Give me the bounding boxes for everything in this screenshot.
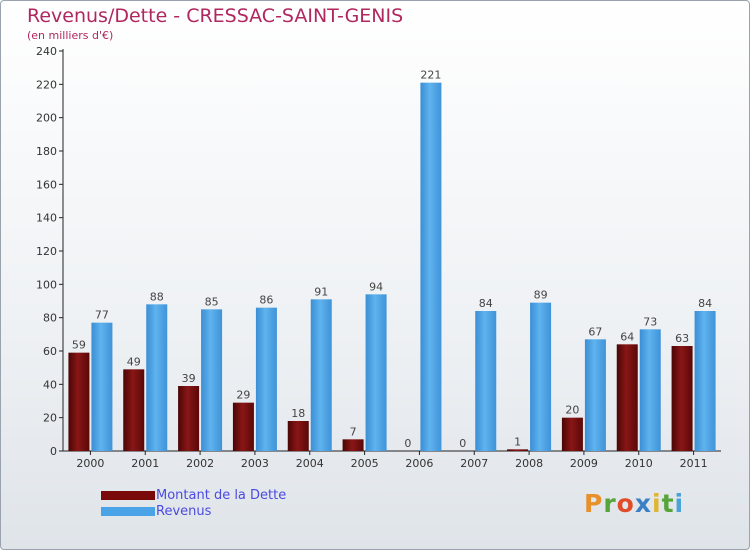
data-label: 1 — [514, 435, 521, 448]
data-label: 84 — [698, 297, 712, 310]
bar-dette — [671, 346, 693, 451]
bar-dette — [123, 369, 145, 451]
bar-dette — [178, 386, 200, 451]
data-label: 91 — [314, 285, 328, 298]
brand-letter: P — [584, 489, 604, 518]
x-tick-label: 2004 — [296, 457, 324, 470]
data-label: 18 — [291, 407, 305, 420]
data-label: 0 — [459, 437, 466, 450]
data-label: 89 — [534, 289, 548, 302]
data-label: 20 — [565, 404, 579, 417]
bar-revenus — [420, 82, 442, 452]
legend-label-dette: Montant de la Dette — [156, 488, 287, 503]
bar-revenus — [91, 322, 113, 451]
bar-dette — [561, 417, 583, 451]
legend-swatch-dette — [101, 491, 155, 500]
y-tick-label: 220 — [36, 78, 57, 91]
y-tick-label: 0 — [50, 445, 57, 458]
bar-revenus — [201, 309, 223, 451]
bar-dette — [68, 352, 90, 451]
y-tick-label: 60 — [43, 345, 57, 358]
bar-dette — [232, 402, 254, 451]
bar-dette — [616, 344, 638, 451]
x-tick-label: 2005 — [351, 457, 379, 470]
data-label: 59 — [72, 339, 86, 352]
data-label: 39 — [182, 372, 196, 385]
brand-logo: Proxiti — [584, 489, 684, 518]
brand-letter: i — [652, 489, 662, 518]
legend-label-revenus: Revenus — [156, 504, 212, 519]
data-label: 63 — [675, 332, 689, 345]
data-label: 0 — [404, 437, 411, 450]
bar-dette — [507, 449, 529, 451]
y-tick-label: 180 — [36, 145, 57, 158]
y-tick-label: 100 — [36, 278, 57, 291]
bar-revenus — [584, 339, 606, 451]
chart-subtitle: (en milliers d'€) — [27, 29, 114, 42]
data-label: 86 — [259, 294, 273, 307]
bar-revenus — [255, 307, 277, 451]
brand-letter: i — [674, 489, 685, 518]
legend-swatch-revenus — [101, 507, 155, 516]
bar-revenus — [639, 329, 661, 451]
x-tick-label: 2006 — [405, 457, 433, 470]
x-tick-label: 2000 — [76, 457, 104, 470]
x-tick-label: 2001 — [131, 457, 159, 470]
x-tick-label: 2008 — [515, 457, 543, 470]
data-label: 64 — [620, 330, 634, 343]
data-label: 7 — [350, 425, 357, 438]
bar-revenus — [530, 302, 552, 451]
data-label: 73 — [643, 315, 657, 328]
brand-letter: x — [634, 489, 652, 518]
data-label: 77 — [95, 309, 109, 322]
x-tick-label: 2007 — [460, 457, 488, 470]
data-label: 88 — [150, 290, 164, 303]
y-tick-label: 200 — [36, 112, 57, 125]
brand-letter: r — [603, 489, 617, 518]
brand-letter: t — [661, 489, 675, 518]
data-label: 84 — [479, 297, 493, 310]
y-tick-label: 80 — [43, 312, 57, 325]
bar-revenus — [694, 311, 716, 451]
data-label: 85 — [205, 295, 219, 308]
data-label: 67 — [588, 325, 602, 338]
y-tick-label: 160 — [36, 178, 57, 191]
y-tick-label: 120 — [36, 245, 57, 258]
chart-title: Revenus/Dette - CRESSAC-SAINT-GENIS — [27, 5, 404, 27]
x-tick-label: 2011 — [680, 457, 708, 470]
bar-revenus — [146, 304, 168, 451]
brand-letter: o — [616, 489, 635, 518]
bar-revenus — [310, 299, 332, 451]
x-tick-label: 2009 — [570, 457, 598, 470]
data-label: 221 — [420, 69, 441, 82]
bar-revenus — [475, 311, 497, 451]
x-tick-label: 2010 — [625, 457, 653, 470]
x-tick-label: 2002 — [186, 457, 214, 470]
data-label: 94 — [369, 280, 383, 293]
data-label: 29 — [236, 389, 250, 402]
bar-revenus — [365, 294, 387, 451]
data-label: 49 — [127, 355, 141, 368]
x-tick-label: 2003 — [241, 457, 269, 470]
bar-dette — [342, 439, 364, 451]
y-tick-label: 20 — [43, 412, 57, 425]
y-tick-label: 240 — [36, 45, 57, 58]
y-tick-label: 40 — [43, 378, 57, 391]
bar-dette — [287, 421, 309, 451]
y-tick-label: 140 — [36, 212, 57, 225]
